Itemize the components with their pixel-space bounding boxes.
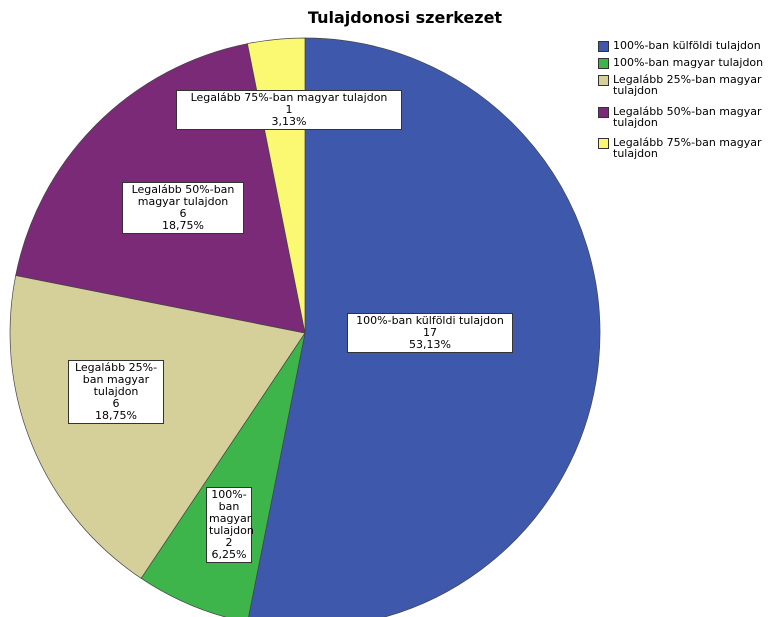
legend-entry: 100%-ban magyar tulajdon bbox=[598, 56, 782, 69]
slice-percent: 18,75% bbox=[95, 409, 137, 422]
slice-label: 100%-ban magyar tulajdon 2 6,25% bbox=[206, 487, 254, 563]
slice-label: Legalább 25%-ban magyar tulajdon 6 18,75% bbox=[68, 360, 164, 424]
legend-label: Legalább 50%-ban magyar tulajdon bbox=[613, 105, 762, 129]
legend-swatch bbox=[598, 75, 609, 86]
chart-title: Tulajdonosi szerkezet bbox=[307, 8, 503, 27]
pie-slice bbox=[140, 332, 306, 617]
slice-percent: 6,25% bbox=[211, 548, 247, 561]
legend-entry: Legalább 50%-ban magyar tulajdon bbox=[598, 106, 782, 128]
slice-label: Legalább 50%-ban magyar tulajdon 6 18,75% bbox=[122, 182, 244, 234]
legend-entry: Legalább 75%-ban magyar tulajdon bbox=[598, 137, 782, 159]
slice-percent: 53,13% bbox=[409, 338, 451, 351]
slice-category: Legalább 75%-ban magyar tulajdon bbox=[190, 91, 388, 104]
legend-swatch bbox=[598, 58, 609, 69]
legend-swatch bbox=[598, 107, 609, 118]
legend-label: Legalább 75%-ban magyar tulajdon bbox=[613, 136, 762, 160]
slice-label: Legalább 75%-ban magyar tulajdon 1 3,13% bbox=[176, 90, 402, 130]
legend-label: 100%-ban külföldi tulajdon bbox=[613, 39, 761, 52]
legend-label: 100%-ban magyar tulajdon bbox=[613, 56, 764, 69]
slice-percent: 3,13% bbox=[271, 115, 307, 128]
slice-category: Legalább 25%-ban magyar tulajdon bbox=[74, 361, 158, 398]
slice-value: 17 bbox=[423, 326, 437, 339]
pie-slice bbox=[9, 275, 306, 579]
legend-entry: 100%-ban külföldi tulajdon bbox=[598, 39, 782, 52]
slice-value: 2 bbox=[225, 536, 233, 549]
slice-percent: 18,75% bbox=[162, 219, 204, 232]
legend-entry: Legalább 25%-ban magyar tulajdon bbox=[598, 74, 782, 96]
slice-value: 1 bbox=[285, 103, 293, 116]
legend-swatch bbox=[598, 41, 609, 52]
slice-label: 100%-ban külföldi tulajdon 17 53,13% bbox=[347, 313, 513, 353]
slice-value: 6 bbox=[179, 207, 187, 220]
legend-swatch bbox=[598, 138, 609, 149]
slice-category: 100%-ban külföldi tulajdon bbox=[356, 314, 504, 327]
slice-category: Legalább 50%-ban magyar tulajdon bbox=[131, 183, 235, 208]
slice-value: 6 bbox=[112, 397, 120, 410]
slice-category: 100%-ban magyar tulajdon bbox=[209, 488, 254, 537]
legend-label: Legalább 25%-ban magyar tulajdon bbox=[613, 73, 762, 97]
